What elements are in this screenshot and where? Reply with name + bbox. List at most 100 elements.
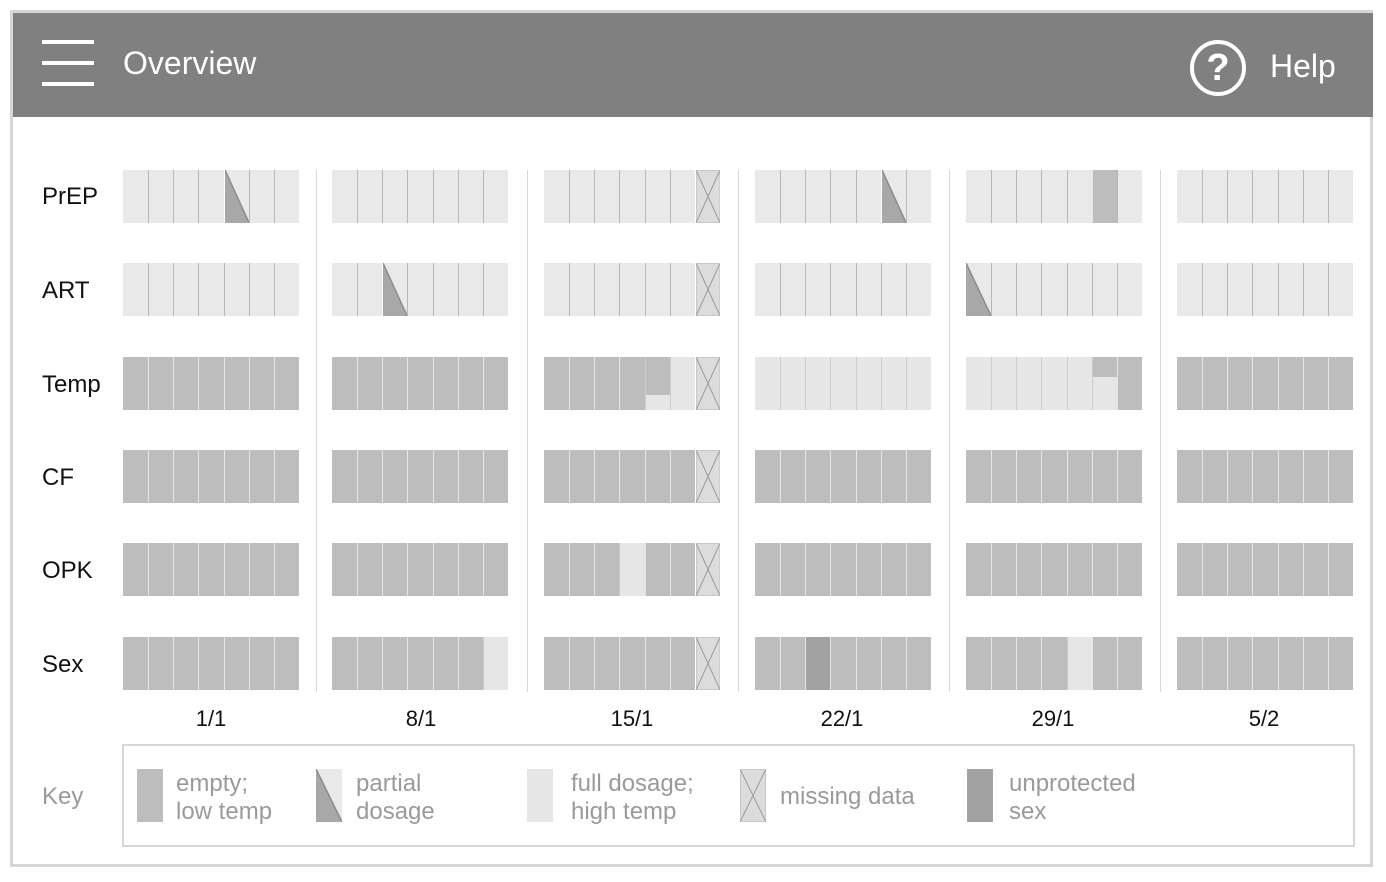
day-cell[interactable] <box>123 170 149 223</box>
day-cell[interactable] <box>755 357 781 410</box>
day-cell[interactable] <box>644 263 670 316</box>
day-cell[interactable] <box>805 170 831 223</box>
day-cell[interactable] <box>644 357 670 410</box>
week-bar-opk[interactable] <box>755 543 931 596</box>
day-cell[interactable] <box>569 170 595 223</box>
day-cell[interactable] <box>198 263 224 316</box>
day-cell[interactable] <box>357 543 383 596</box>
day-cell[interactable] <box>1016 170 1042 223</box>
day-cell[interactable] <box>198 170 224 223</box>
week-bar-temp[interactable] <box>1177 357 1353 410</box>
day-cell[interactable] <box>273 543 299 596</box>
week-bar-prep[interactable] <box>544 170 720 223</box>
day-cell[interactable] <box>248 450 274 503</box>
day-cell[interactable] <box>780 543 806 596</box>
day-cell[interactable] <box>1202 170 1228 223</box>
day-cell[interactable] <box>694 637 720 690</box>
week-bar-art[interactable] <box>966 263 1142 316</box>
day-cell[interactable] <box>1177 450 1203 503</box>
week-bar-cf[interactable] <box>1177 450 1353 503</box>
day-cell[interactable] <box>332 450 358 503</box>
day-cell[interactable] <box>1327 263 1353 316</box>
day-cell[interactable] <box>594 263 620 316</box>
day-cell[interactable] <box>432 263 458 316</box>
day-cell[interactable] <box>755 450 781 503</box>
day-cell[interactable] <box>755 263 781 316</box>
week-bar-sex[interactable] <box>544 637 720 690</box>
day-cell[interactable] <box>1252 450 1278 503</box>
day-cell[interactable] <box>1116 170 1142 223</box>
day-cell[interactable] <box>755 637 781 690</box>
day-cell[interactable] <box>123 637 149 690</box>
day-cell[interactable] <box>1302 450 1328 503</box>
day-cell[interactable] <box>1252 543 1278 596</box>
day-cell[interactable] <box>248 170 274 223</box>
day-cell[interactable] <box>173 637 199 690</box>
day-cell[interactable] <box>1277 357 1303 410</box>
day-cell[interactable] <box>1202 357 1228 410</box>
day-cell[interactable] <box>1227 357 1253 410</box>
day-cell[interactable] <box>966 357 992 410</box>
day-cell[interactable] <box>1066 543 1092 596</box>
day-cell[interactable] <box>382 263 408 316</box>
day-cell[interactable] <box>880 357 906 410</box>
day-cell[interactable] <box>1041 357 1067 410</box>
day-cell[interactable] <box>123 543 149 596</box>
day-cell[interactable] <box>780 170 806 223</box>
day-cell[interactable] <box>123 357 149 410</box>
day-cell[interactable] <box>407 263 433 316</box>
day-cell[interactable] <box>1116 450 1142 503</box>
day-cell[interactable] <box>407 450 433 503</box>
day-cell[interactable] <box>966 543 992 596</box>
day-cell[interactable] <box>1302 543 1328 596</box>
day-cell[interactable] <box>991 170 1017 223</box>
day-cell[interactable] <box>332 357 358 410</box>
day-cell[interactable] <box>966 263 992 316</box>
day-cell[interactable] <box>1302 263 1328 316</box>
day-cell[interactable] <box>382 637 408 690</box>
week-bar-temp[interactable] <box>966 357 1142 410</box>
day-cell[interactable] <box>457 357 483 410</box>
day-cell[interactable] <box>198 637 224 690</box>
day-cell[interactable] <box>644 543 670 596</box>
day-cell[interactable] <box>357 170 383 223</box>
day-cell[interactable] <box>1277 170 1303 223</box>
day-cell[interactable] <box>1177 543 1203 596</box>
day-cell[interactable] <box>1016 543 1042 596</box>
day-cell[interactable] <box>1227 543 1253 596</box>
day-cell[interactable] <box>569 637 595 690</box>
week-bar-cf[interactable] <box>123 450 299 503</box>
day-cell[interactable] <box>223 357 249 410</box>
day-cell[interactable] <box>357 357 383 410</box>
day-cell[interactable] <box>1252 170 1278 223</box>
day-cell[interactable] <box>569 450 595 503</box>
day-cell[interactable] <box>1091 450 1117 503</box>
day-cell[interactable] <box>644 637 670 690</box>
day-cell[interactable] <box>619 637 645 690</box>
day-cell[interactable] <box>1177 170 1203 223</box>
day-cell[interactable] <box>407 637 433 690</box>
day-cell[interactable] <box>198 543 224 596</box>
day-cell[interactable] <box>223 543 249 596</box>
week-bar-opk[interactable] <box>123 543 299 596</box>
day-cell[interactable] <box>1277 637 1303 690</box>
day-cell[interactable] <box>1091 637 1117 690</box>
day-cell[interactable] <box>1302 170 1328 223</box>
day-cell[interactable] <box>966 637 992 690</box>
day-cell[interactable] <box>694 450 720 503</box>
day-cell[interactable] <box>1066 637 1092 690</box>
day-cell[interactable] <box>669 543 695 596</box>
day-cell[interactable] <box>382 170 408 223</box>
day-cell[interactable] <box>619 263 645 316</box>
week-bar-sex[interactable] <box>1177 637 1353 690</box>
day-cell[interactable] <box>1327 543 1353 596</box>
day-cell[interactable] <box>407 543 433 596</box>
week-bar-prep[interactable] <box>966 170 1142 223</box>
day-cell[interactable] <box>1177 637 1203 690</box>
day-cell[interactable] <box>1066 450 1092 503</box>
day-cell[interactable] <box>966 450 992 503</box>
day-cell[interactable] <box>1202 450 1228 503</box>
day-cell[interactable] <box>173 543 199 596</box>
day-cell[interactable] <box>1277 263 1303 316</box>
day-cell[interactable] <box>1091 543 1117 596</box>
